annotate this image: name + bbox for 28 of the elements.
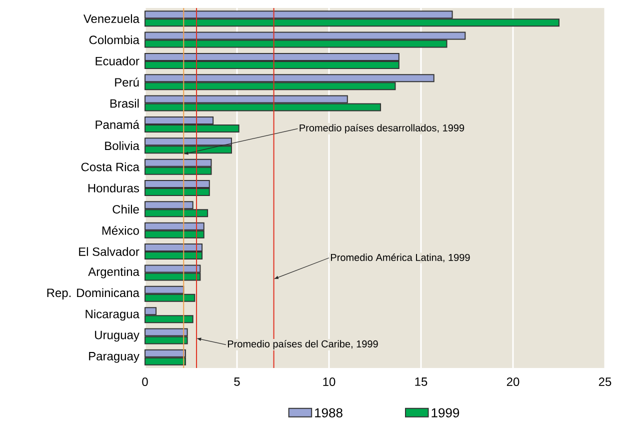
- x-tick-label: 25: [598, 378, 612, 386]
- legend-label: 1988: [315, 408, 342, 418]
- y-tick-label: Paraguay: [89, 352, 140, 363]
- y-tick-label: Perú: [115, 78, 139, 87]
- ref-line-label: Promedio América Latina, 1999: [331, 254, 470, 262]
- x-tick-label: 0: [142, 378, 148, 386]
- y-tick-label: Argentina: [88, 267, 140, 278]
- y-tick-label: México: [102, 226, 139, 235]
- y-tick-label: Chile: [112, 204, 139, 214]
- y-tick-label: Costa Rica: [81, 162, 140, 172]
- y-tick-label: Bolivia: [105, 141, 140, 150]
- x-tick-label: 5: [234, 378, 240, 386]
- x-tick-label: 15: [415, 378, 428, 386]
- y-tick-label: Uruguay: [95, 330, 140, 342]
- y-tick-label: Honduras: [88, 184, 140, 192]
- ref-line-label: Promedio países desarrollados, 1999: [300, 124, 464, 134]
- y-tick-label: Nicaragua: [86, 309, 140, 321]
- y-tick-label: Panamá: [96, 120, 140, 129]
- y-tick-label: Venezuela: [83, 14, 140, 23]
- x-tick-label: 20: [506, 378, 520, 386]
- y-tick-label: Ecuador: [96, 56, 140, 66]
- ref-line-label: Promedio países del Caribe, 1999: [228, 340, 378, 350]
- x-tick-label: 10: [323, 378, 336, 386]
- y-tick-label: El Salvador: [79, 247, 140, 256]
- y-tick-label: Colombia: [89, 35, 140, 44]
- y-tick-label: Brasil: [110, 98, 139, 108]
- y-tick-label: Rep. Dominicana: [47, 288, 140, 300]
- legend-label: 1999: [432, 408, 460, 418]
